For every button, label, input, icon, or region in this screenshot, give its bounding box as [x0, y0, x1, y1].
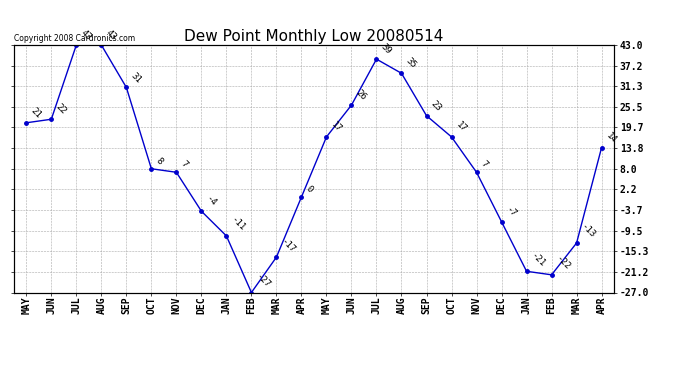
Text: 14: 14	[604, 131, 618, 145]
Text: 17: 17	[454, 120, 469, 134]
Text: 7: 7	[480, 159, 489, 170]
Text: -17: -17	[279, 237, 297, 254]
Text: 7: 7	[179, 159, 189, 170]
Text: 22: 22	[54, 102, 68, 117]
Text: -27: -27	[254, 272, 272, 290]
Text: -13: -13	[580, 222, 597, 240]
Text: 26: 26	[354, 88, 368, 102]
Text: -11: -11	[229, 215, 247, 233]
Text: 0: 0	[304, 184, 315, 194]
Text: 21: 21	[29, 106, 43, 120]
Text: 17: 17	[329, 120, 343, 134]
Text: -21: -21	[529, 251, 547, 268]
Text: 43: 43	[79, 28, 93, 42]
Text: Copyright 2008 Cardronics.com: Copyright 2008 Cardronics.com	[14, 33, 135, 42]
Text: 39: 39	[380, 42, 393, 56]
Text: 8: 8	[154, 156, 164, 166]
Text: 23: 23	[429, 99, 443, 113]
Text: 35: 35	[404, 57, 418, 70]
Text: 31: 31	[129, 70, 143, 85]
Text: -4: -4	[204, 194, 218, 208]
Text: -22: -22	[554, 254, 572, 272]
Text: -7: -7	[504, 205, 518, 219]
Title: Dew Point Monthly Low 20080514: Dew Point Monthly Low 20080514	[184, 29, 444, 44]
Text: 43: 43	[104, 28, 118, 42]
